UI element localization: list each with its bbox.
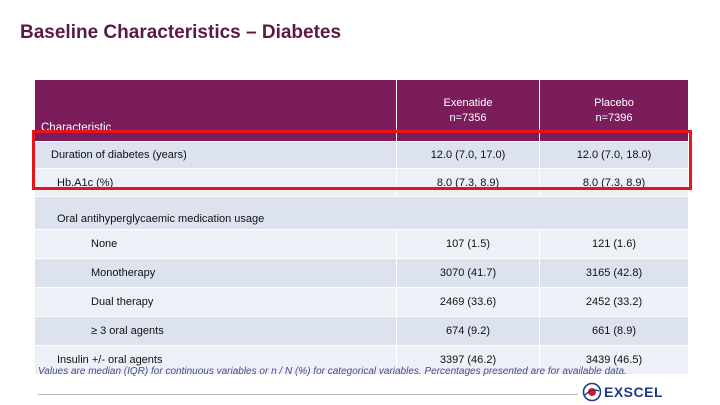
row-label: Oral antihyperglycaemic medication usage (34, 196, 689, 230)
row-label: Monotherapy (34, 258, 397, 288)
row-dual-therapy: Dual therapy 2469 (33.6) 2452 (33.2) (34, 287, 689, 317)
exscel-logo: EXSCEL (582, 382, 663, 402)
header-placebo-name: Placebo (594, 96, 634, 109)
row-label: None (34, 229, 397, 259)
footnote: Values are median (IQR) for continuous v… (38, 366, 627, 377)
baseline-table: Characteristic Exenatide n=7356 Placebo … (34, 79, 689, 375)
row-insulin: Insulin +/- oral agents 3397 (46.2) 3439… (34, 345, 689, 375)
logo-text: EXSCEL (604, 384, 664, 400)
cell-exenatide: 107 (1.5) (396, 229, 540, 259)
slide-title: Baseline Characteristics – Diabetes (20, 22, 342, 43)
row-duration: Duration of diabetes (years) 12.0 (7.0, … (34, 141, 689, 169)
row-three-plus-oral-agents: ≥ 3 oral agents 674 (9.2) 661 (8.9) (34, 316, 689, 346)
header-placebo-n: n=7396 (595, 111, 633, 124)
cell-exenatide: 12.0 (7.0, 17.0) (396, 141, 540, 169)
cell-placebo: 12.0 (7.0, 18.0) (539, 141, 689, 169)
header-exenatide: Exenatide n=7356 (396, 79, 540, 142)
row-label: Duration of diabetes (years) (34, 141, 397, 169)
cell-placebo: 3165 (42.8) (539, 258, 689, 288)
row-none: None 107 (1.5) 121 (1.6) (34, 229, 689, 259)
cell-exenatide: 8.0 (7.3, 8.9) (396, 168, 540, 197)
cell-placebo: 661 (8.9) (539, 316, 689, 346)
row-monotherapy: Monotherapy 3070 (41.7) 3165 (42.8) (34, 258, 689, 288)
cell-placebo: 8.0 (7.3, 8.9) (539, 168, 689, 197)
cell-exenatide: 2469 (33.6) (396, 287, 540, 317)
cell-placebo: 3439 (46.5) (539, 345, 689, 375)
cell-placebo: 2452 (33.2) (539, 287, 689, 317)
header-exenatide-n: n=7356 (449, 111, 487, 124)
header-exenatide-name: Exenatide (443, 96, 493, 109)
table-header-row: Characteristic Exenatide n=7356 Placebo … (34, 79, 689, 142)
cell-exenatide: 674 (9.2) (396, 316, 540, 346)
exscel-logo-mark-icon (582, 382, 602, 402)
footer-divider (38, 394, 578, 395)
row-label: Insulin +/- oral agents (34, 345, 397, 375)
row-label: Dual therapy (34, 287, 397, 317)
cell-placebo: 121 (1.6) (539, 229, 689, 259)
cell-exenatide: 3070 (41.7) (396, 258, 540, 288)
row-oral-medication-usage: Oral antihyperglycaemic medication usage (34, 196, 689, 230)
row-hba1c: Hb.A1c (%) 8.0 (7.3, 8.9) 8.0 (7.3, 8.9) (34, 168, 689, 197)
row-label: Hb.A1c (%) (34, 168, 397, 197)
header-placebo: Placebo n=7396 (539, 79, 689, 142)
row-label: ≥ 3 oral agents (34, 316, 397, 346)
header-characteristic: Characteristic (34, 79, 397, 142)
